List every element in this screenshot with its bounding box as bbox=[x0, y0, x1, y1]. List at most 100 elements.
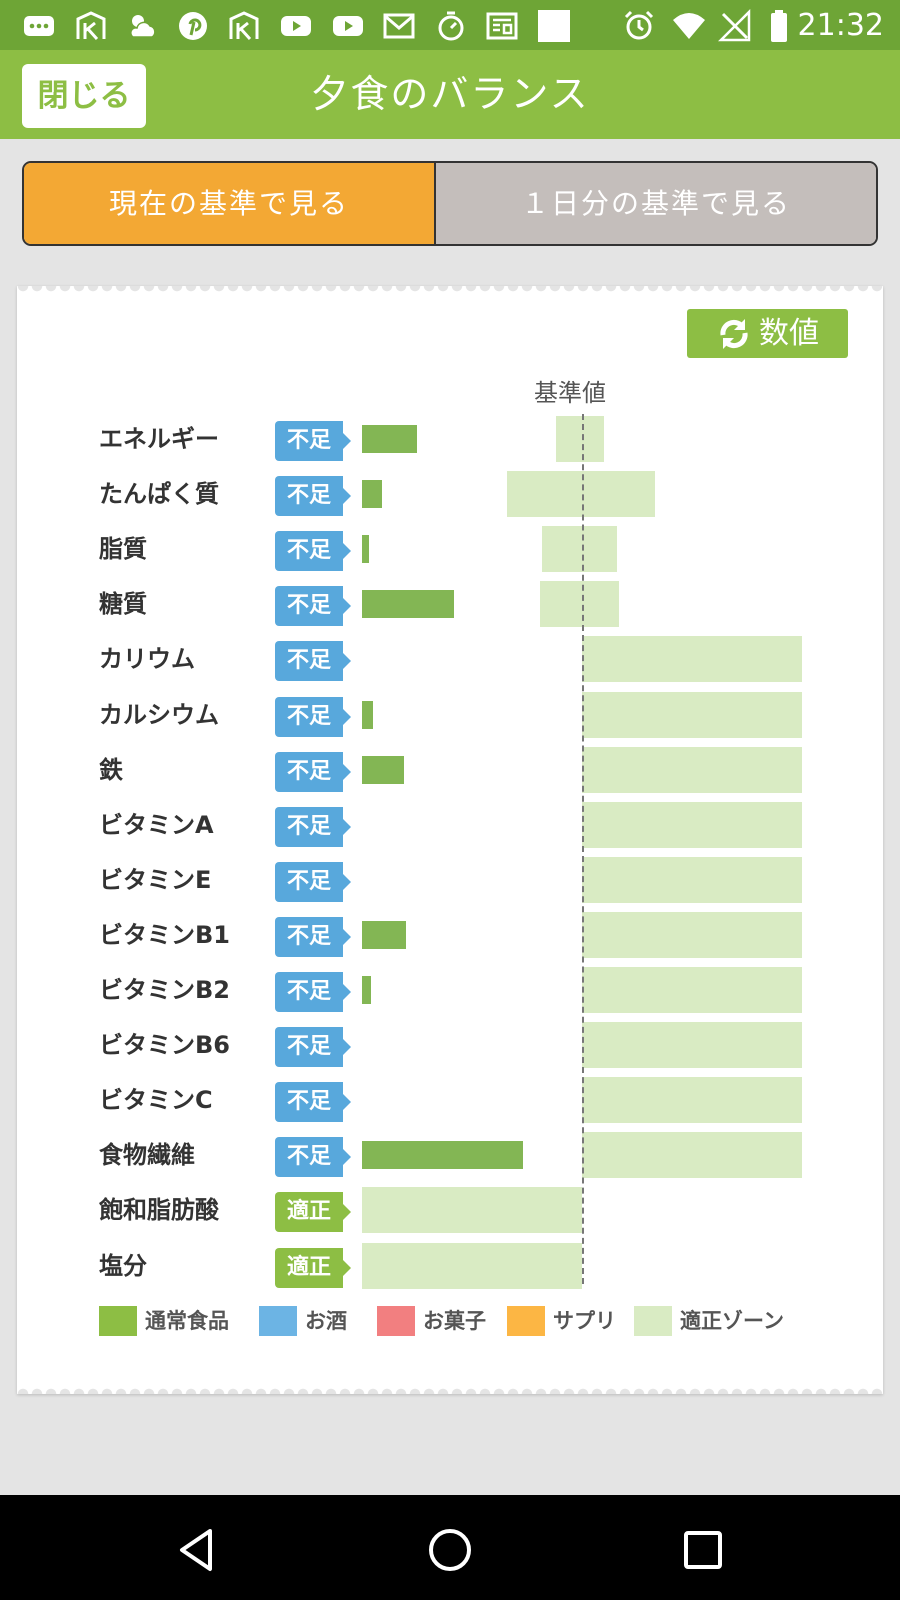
value-toggle-button[interactable]: 数値 bbox=[687, 309, 848, 358]
tab-current-standard[interactable]: 現在の基準で見る bbox=[24, 163, 436, 244]
app-bar: 夕食のバランス 閉じる bbox=[0, 50, 900, 139]
home-icon[interactable] bbox=[425, 1525, 475, 1575]
status-badge: 不足 bbox=[275, 696, 351, 737]
intake-bar bbox=[362, 590, 455, 619]
intake-bar bbox=[362, 535, 369, 564]
balance-chart-card: 数値 基準値 エネルギー 不足 たんぱく質 不足 脂質 不足 糖質 不足 カリウム 不足 カルシウム… bbox=[17, 286, 883, 1394]
nutrient-row: エネルギー 不足 bbox=[17, 412, 883, 467]
nutrient-label: カルシウム bbox=[99, 700, 219, 729]
appropriate-zone-bar bbox=[540, 581, 620, 628]
appropriate-zone-bar bbox=[582, 1022, 802, 1069]
status-badge: 不足 bbox=[275, 751, 351, 792]
news-icon bbox=[485, 9, 519, 43]
appropriate-zone-bar bbox=[362, 1187, 582, 1234]
intake-bar bbox=[362, 755, 404, 784]
status-badge: 不足 bbox=[275, 476, 351, 517]
status-bar: 21:32 bbox=[0, 0, 900, 50]
appropriate-zone-bar bbox=[542, 526, 618, 573]
wifi-icon bbox=[672, 9, 706, 43]
appropriate-zone-bar bbox=[582, 1132, 802, 1179]
intake-bar bbox=[362, 425, 417, 453]
status-badge: 不足 bbox=[275, 972, 351, 1012]
nutrient-label: たんぱく質 bbox=[99, 480, 219, 509]
status-badge: 不足 bbox=[275, 531, 351, 572]
youtube-icon bbox=[331, 9, 365, 43]
youtube-icon bbox=[279, 9, 313, 43]
baseline-label: 基準値 bbox=[534, 379, 606, 407]
intake-bar bbox=[362, 920, 406, 949]
appropriate-zone-bar bbox=[582, 636, 802, 683]
appropriate-zone-bar bbox=[582, 856, 802, 903]
legend-label: 適正ゾーン bbox=[680, 1309, 784, 1333]
appropriate-zone-bar bbox=[507, 471, 655, 518]
intake-bar bbox=[362, 976, 371, 1004]
appropriate-zone-bar bbox=[582, 1077, 802, 1124]
pinterest-icon bbox=[176, 9, 210, 43]
nutrient-label: 塩分 bbox=[99, 1251, 147, 1280]
appropriate-zone-bar bbox=[582, 801, 802, 848]
nutrient-row: カルシウム 不足 bbox=[17, 688, 883, 743]
appropriate-zone-bar bbox=[582, 967, 802, 1013]
nutrient-label: ビタミンB6 bbox=[99, 1031, 230, 1060]
navigation-bar bbox=[0, 1495, 900, 1600]
nutrient-label: エネルギー bbox=[99, 425, 219, 453]
square-icon bbox=[537, 9, 571, 43]
nutrient-label: 糖質 bbox=[99, 590, 147, 619]
status-badge: 不足 bbox=[275, 916, 351, 957]
legend-swatch bbox=[99, 1306, 137, 1336]
nutrient-row: 塩分 適正 bbox=[17, 1239, 883, 1294]
appropriate-zone-bar bbox=[582, 746, 802, 793]
appropriate-zone-bar bbox=[582, 911, 802, 958]
back-icon[interactable] bbox=[172, 1525, 222, 1575]
intake-bar bbox=[362, 480, 382, 509]
app-icon bbox=[74, 9, 108, 43]
nutrient-row: ビタミンA 不足 bbox=[17, 798, 883, 853]
status-badge: 適正 bbox=[275, 1247, 351, 1288]
nutrient-row: 糖質 不足 bbox=[17, 577, 883, 632]
nutrient-row: カリウム 不足 bbox=[17, 632, 883, 687]
nutrient-label: ビタミンB2 bbox=[99, 976, 230, 1004]
appropriate-zone-bar bbox=[362, 1242, 582, 1289]
tab-daily-standard[interactable]: １日分の基準で見る bbox=[436, 163, 876, 244]
recents-icon[interactable] bbox=[678, 1525, 728, 1575]
nutrient-label: ビタミンA bbox=[99, 810, 214, 839]
alarm-icon bbox=[622, 9, 656, 43]
timer-icon bbox=[434, 9, 468, 43]
status-badge: 適正 bbox=[275, 1192, 351, 1233]
baseline-line bbox=[582, 414, 584, 1284]
weather-icon bbox=[125, 9, 159, 43]
refresh-icon bbox=[720, 319, 748, 349]
nutrient-row: ビタミンE 不足 bbox=[17, 853, 883, 908]
gmail-icon bbox=[382, 9, 416, 43]
intake-bar bbox=[362, 1141, 523, 1170]
status-badge: 不足 bbox=[275, 861, 351, 902]
legend-label: 通常食品 bbox=[145, 1309, 229, 1333]
status-badge: 不足 bbox=[275, 586, 351, 627]
legend-label: サプリ bbox=[553, 1309, 616, 1333]
nutrient-row: 食物繊維 不足 bbox=[17, 1128, 883, 1183]
nutrient-label: ビタミンB1 bbox=[99, 920, 230, 949]
nutrient-row: ビタミンC 不足 bbox=[17, 1073, 883, 1128]
chart-legend: 通常食品 お酒 お菓子 サプリ 適正ゾーン bbox=[99, 1304, 859, 1338]
legend-swatch bbox=[507, 1306, 545, 1336]
status-badge: 不足 bbox=[275, 1137, 351, 1178]
status-time: 21:32 bbox=[797, 8, 884, 43]
nutrient-row: 脂質 不足 bbox=[17, 522, 883, 577]
nutrient-label: 脂質 bbox=[99, 535, 147, 564]
appropriate-zone-bar bbox=[582, 691, 802, 738]
appropriate-zone-bar bbox=[555, 416, 604, 462]
nutrient-label: ビタミンC bbox=[99, 1086, 213, 1115]
legend-swatch bbox=[377, 1306, 415, 1336]
close-button[interactable]: 閉じる bbox=[22, 64, 146, 128]
view-toggle: 現在の基準で見る １日分の基準で見る bbox=[22, 161, 878, 246]
status-badge: 不足 bbox=[275, 421, 351, 461]
legend-label: お菓子 bbox=[423, 1309, 486, 1333]
nutrient-row: 鉄 不足 bbox=[17, 743, 883, 798]
no-signal-icon bbox=[717, 8, 752, 43]
nutrient-row: たんぱく質 不足 bbox=[17, 467, 883, 522]
intake-bar bbox=[362, 700, 373, 729]
nutrient-row: 飽和脂肪酸 適正 bbox=[17, 1183, 883, 1238]
nutrient-label: ビタミンE bbox=[99, 865, 212, 894]
value-toggle-label: 数値 bbox=[759, 316, 819, 351]
app-icon bbox=[227, 9, 261, 43]
